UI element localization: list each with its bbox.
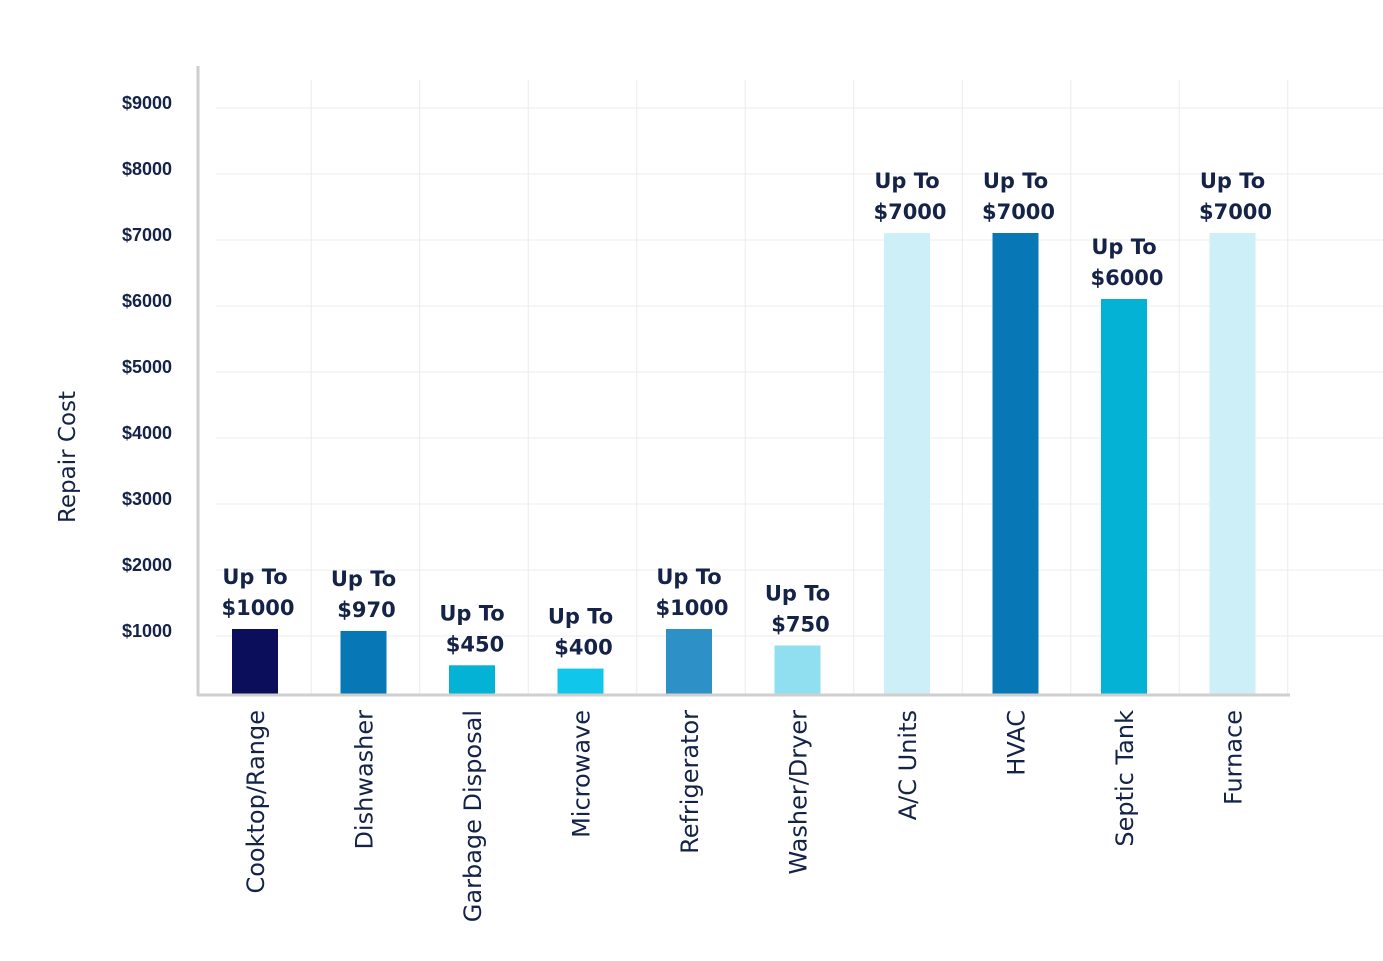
- y-tick-label: $7000: [122, 225, 172, 245]
- x-category-label: Dishwasher: [351, 710, 379, 850]
- y-tick-label: $5000: [122, 357, 172, 377]
- y-tick-label: $6000: [122, 291, 172, 311]
- gridlines: [216, 80, 1383, 695]
- bar-data-label-line1: Up To: [331, 567, 396, 591]
- bar-data-label-line2: $1000: [655, 596, 728, 620]
- y-axis-title: Repair Cost: [55, 391, 81, 523]
- bar-data-label-line2: $7000: [982, 200, 1055, 224]
- bar-data-label-line2: $400: [554, 636, 612, 660]
- bar-data-label-line2: $970: [337, 598, 395, 622]
- bar: [884, 233, 930, 695]
- bar: [1209, 233, 1256, 695]
- x-category-label: Septic Tank: [1111, 710, 1139, 847]
- x-category-label: HVAC: [1003, 710, 1031, 776]
- x-category-label: Cooktop/Range: [242, 710, 270, 894]
- axes: [196, 66, 1290, 697]
- bar-data-label-line2: $6000: [1090, 266, 1163, 290]
- bars: [232, 233, 1256, 695]
- bar-data-label-line1: Up To: [548, 605, 613, 629]
- bar: [340, 630, 387, 695]
- bar-data-label-line1: Up To: [874, 169, 939, 193]
- bar-data-label-line1: Up To: [983, 169, 1048, 193]
- bar-data-label-line1: Up To: [656, 565, 721, 589]
- bar: [557, 668, 604, 695]
- bar-data-label-line1: Up To: [222, 565, 287, 589]
- y-tick-label: $4000: [122, 423, 172, 443]
- bar-data-label-line2: $7000: [1199, 200, 1272, 224]
- bar: [992, 233, 1039, 695]
- bar-data-label-line2: $1000: [221, 596, 294, 620]
- bar-data-label-line1: Up To: [439, 601, 504, 625]
- bar: [774, 645, 821, 695]
- bar: [1101, 299, 1147, 695]
- y-tick-label: $3000: [122, 489, 172, 509]
- labels: $1000 $2000 $3000 $4000 $5000 $6000 $7000 $8000…: [122, 93, 1272, 922]
- bar: [666, 629, 712, 695]
- y-tick-label: $9000: [122, 93, 172, 113]
- x-category-label: Refrigerator: [676, 710, 704, 854]
- y-tick-label: $1000: [122, 621, 172, 641]
- bar-data-label-line1: Up To: [765, 582, 830, 606]
- bar-data-label-line1: Up To: [1091, 235, 1156, 259]
- bar: [449, 665, 495, 695]
- x-category-label: A/C Units: [894, 710, 922, 820]
- bar-data-label-line2: $7000: [873, 200, 946, 224]
- bar-data-label-line1: Up To: [1200, 169, 1265, 193]
- y-tick-label: $8000: [122, 159, 172, 179]
- x-category-label: Furnace: [1220, 710, 1248, 805]
- x-category-label: Washer/Dryer: [785, 710, 813, 875]
- bar-data-label-line2: $750: [771, 613, 829, 637]
- bar: [232, 629, 278, 695]
- x-category-label: Garbage Disposal: [459, 710, 487, 922]
- bar-data-label-line2: $450: [446, 632, 504, 656]
- y-tick-label: $2000: [122, 555, 172, 575]
- x-category-label: Microwave: [568, 710, 596, 838]
